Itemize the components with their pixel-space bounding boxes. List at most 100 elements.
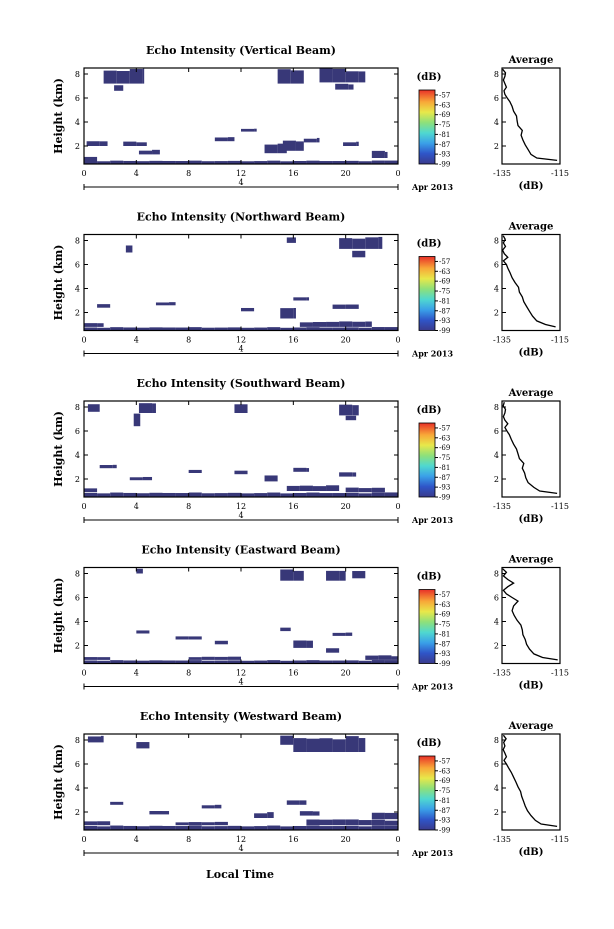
avg-x-tick-label: -115 (551, 169, 569, 178)
avg-y-tick-label: 8 (494, 570, 499, 579)
x-tick-label: 16 (288, 169, 298, 178)
echo-region (214, 493, 228, 497)
echo-region (286, 485, 300, 491)
heatmap-cells (84, 68, 398, 164)
x-tick-label: 12 (236, 336, 246, 345)
day-marker-label: 4 (238, 345, 243, 354)
colorbar-tick-label: -99 (439, 161, 450, 169)
echo-region (136, 327, 150, 331)
echo-region (142, 476, 153, 481)
echo-region (87, 736, 102, 743)
day-marker-label: 4 (238, 678, 243, 687)
echo-region (241, 826, 255, 830)
y-tick-label: 6 (75, 427, 80, 436)
echo-region (293, 660, 307, 664)
echo-region (227, 492, 241, 497)
echo-region (293, 570, 304, 581)
echo-region (84, 156, 98, 163)
echo-region (293, 297, 307, 301)
echo-region (384, 820, 398, 826)
echo-region (138, 403, 153, 413)
avg-x-tick-label: -135 (493, 169, 511, 178)
echo-region (84, 660, 98, 664)
x-tick-label: 12 (236, 169, 246, 178)
echo-region (188, 160, 202, 164)
echo-region (290, 70, 304, 84)
echo-region (214, 640, 228, 645)
echo-region (254, 327, 268, 331)
colorbar-tick-label: -57 (439, 591, 450, 599)
average-xlabel: (dB) (519, 514, 544, 525)
echo-region (84, 327, 98, 331)
avg-y-tick-label: 8 (494, 70, 499, 79)
echo-region (97, 660, 111, 664)
echo-region (152, 403, 156, 413)
echo-region (201, 660, 215, 664)
x-tick-label: 0 (395, 502, 400, 511)
colorbar-tick-label: -87 (439, 640, 450, 648)
y-tick-label: 8 (75, 70, 80, 79)
echo-region (371, 327, 385, 331)
echo-region (352, 472, 357, 477)
colorbar (418, 422, 436, 498)
average-profile-line (502, 568, 558, 661)
echo-region (345, 632, 353, 636)
echo-region (175, 493, 189, 497)
avg-y-tick-label: 8 (494, 403, 499, 412)
echo-region (201, 327, 215, 331)
heatmap-cells (84, 236, 398, 331)
echo-region (97, 304, 111, 308)
echo-region (227, 656, 241, 660)
avg-y-tick-label: 6 (494, 427, 499, 436)
avg-x-tick-label: -115 (551, 835, 569, 844)
echo-region (358, 493, 372, 497)
echo-region (97, 327, 111, 331)
echo-region (365, 321, 372, 327)
echo-region (378, 236, 383, 249)
colorbar-tick-label: -75 (439, 621, 450, 629)
echo-region (123, 492, 137, 497)
y-tick-label: 2 (75, 309, 80, 318)
echo-region (293, 307, 296, 319)
echo-region (267, 825, 281, 830)
echo-region (254, 161, 268, 164)
echo-region (188, 660, 202, 664)
colorbar-tick-label: -99 (439, 827, 450, 835)
avg-y-tick-label: 6 (494, 760, 499, 769)
echo-region (306, 660, 320, 664)
date-label: Apr 2013 (411, 349, 454, 359)
x-tick-label: 0 (395, 669, 400, 678)
echo-region (123, 141, 137, 146)
colorbar-unit: (dB) (417, 738, 442, 749)
y-tick-label: 6 (75, 760, 80, 769)
echo-region (241, 307, 255, 312)
x-tick-label: 16 (288, 835, 298, 844)
colorbar-tick-label: -75 (439, 787, 450, 795)
x-tick-label: 12 (236, 669, 246, 678)
x-tick-label: 0 (395, 336, 400, 345)
colorbar-tick-label: -87 (439, 474, 450, 482)
average-profile-line (501, 235, 556, 328)
echo-region (162, 811, 170, 815)
x-tick-label: 0 (81, 669, 86, 678)
colorbar-tick-label: -57 (439, 91, 450, 99)
average-xlabel: (dB) (519, 847, 544, 858)
echo-region (319, 738, 333, 752)
echo-region (227, 160, 241, 164)
echo-region (149, 660, 163, 664)
x-tick-label: 4 (134, 669, 139, 678)
echo-region (332, 819, 346, 826)
x-tick-label: 0 (81, 502, 86, 511)
echo-region (162, 660, 176, 664)
y-axis-label: Height (km) (52, 411, 65, 487)
x-tick-label: 20 (341, 169, 351, 178)
echo-region (345, 487, 359, 493)
echo-region (345, 160, 359, 164)
echo-region (188, 492, 202, 497)
echo-region (295, 141, 304, 151)
colorbar-tick-label: -93 (439, 817, 450, 825)
heatmap-cells (84, 568, 398, 664)
avg-x-tick-label: -135 (493, 502, 511, 511)
echo-region (136, 142, 147, 146)
